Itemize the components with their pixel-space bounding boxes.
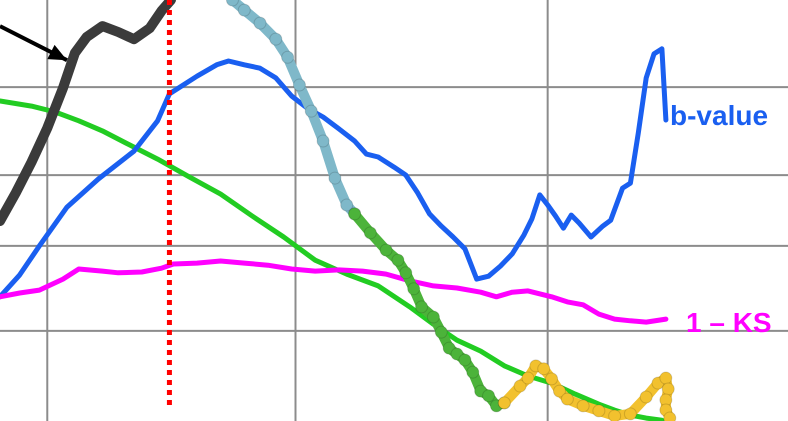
- series-point-unlabeled-6-9: [592, 404, 606, 418]
- series-point-unlabeled-6-6: [552, 384, 566, 398]
- series-point-unlabeled-6-14: [659, 371, 673, 385]
- series-line-unlabeled-3: [0, 0, 176, 226]
- series-point-unlabeled-4-2: [253, 16, 267, 30]
- series-point-unlabeled-5-4: [399, 266, 413, 280]
- series-line-1-ks: [0, 258, 669, 325]
- series-point-unlabeled-5-6: [415, 300, 429, 314]
- series-point-unlabeled-6-1: [513, 379, 527, 393]
- series-point-unlabeled-6-15: [661, 382, 675, 396]
- series-point-unlabeled-6-2: [521, 371, 535, 385]
- series-point-unlabeled-6-7: [560, 392, 574, 406]
- series-group: [0, 0, 677, 421]
- series-point-unlabeled-5-3: [391, 253, 405, 267]
- series-point-unlabeled-6-8: [576, 399, 590, 413]
- series-point-unlabeled-5-0: [348, 207, 362, 221]
- series-point-unlabeled-6-0: [497, 396, 511, 410]
- series-point-unlabeled-4-1: [237, 3, 251, 17]
- series-point-unlabeled-6-10: [608, 409, 622, 421]
- series-label-1: 1 – KS: [686, 307, 772, 338]
- series-point-unlabeled-4-8: [328, 171, 342, 185]
- series-point-unlabeled-5-12: [466, 365, 480, 379]
- series-point-unlabeled-6-4: [537, 362, 551, 376]
- series-point-unlabeled-4-0: [225, 0, 239, 7]
- series-label-0: b-value: [670, 100, 768, 131]
- series-line-unlabeled-2: [0, 98, 665, 421]
- series-point-unlabeled-5-5: [407, 282, 421, 296]
- annotation-arrow-group: [0, 24, 68, 62]
- series-labels: b-value 1 – KS: [670, 100, 772, 338]
- series-point-unlabeled-5-7: [426, 310, 440, 324]
- series-point-unlabeled-4-5: [292, 78, 306, 92]
- series-point-unlabeled-6-5: [545, 372, 559, 386]
- annotation-arrow-head: [47, 44, 67, 61]
- series-point-unlabeled-4-3: [269, 32, 283, 46]
- series-point-unlabeled-4-9: [340, 198, 354, 212]
- series-point-unlabeled-5-8: [434, 325, 448, 339]
- series-point-unlabeled-5-1: [363, 226, 377, 240]
- series-point-unlabeled-6-12: [639, 390, 653, 404]
- series-point-unlabeled-5-2: [379, 243, 393, 257]
- series-point-unlabeled-4-4: [281, 50, 295, 64]
- series-point-unlabeled-5-11: [458, 353, 472, 367]
- series-line-b-value: [0, 46, 669, 300]
- series-point-unlabeled-4-6: [304, 104, 318, 118]
- series-point-unlabeled-6-11: [623, 407, 637, 421]
- series-point-unlabeled-6-18: [663, 411, 677, 421]
- series-point-unlabeled-4-7: [316, 134, 330, 148]
- series-point-unlabeled-5-14: [482, 389, 496, 403]
